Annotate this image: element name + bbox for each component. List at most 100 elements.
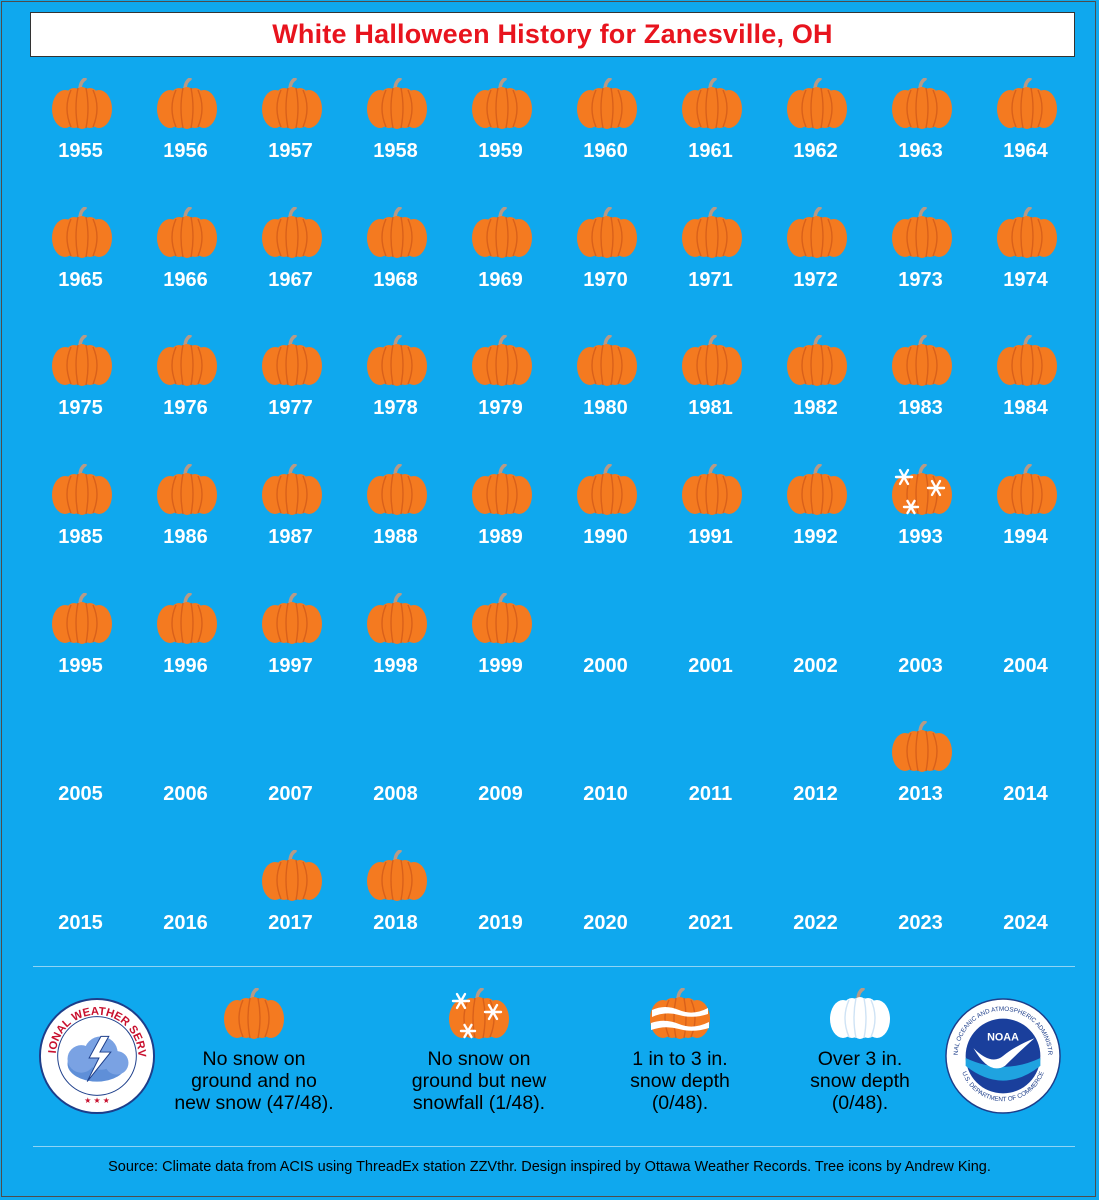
pumpkin-icon (787, 335, 847, 387)
legend-line: No snow on (202, 1048, 306, 1070)
year-label: 2012 (793, 783, 838, 806)
year-label: 1964 (1003, 140, 1048, 162)
pumpkin-icon (157, 206, 217, 258)
pumpkin-icon (682, 335, 742, 387)
year-cell-1999: 1999 (448, 592, 553, 722)
year-label: 2007 (268, 783, 313, 806)
year-cell-1970: 1970 (553, 206, 658, 336)
white-pumpkin-icon (830, 988, 890, 1039)
year-label: 1989 (478, 526, 523, 549)
year-cell-1977: 1977 (238, 335, 343, 464)
year-label: 1962 (793, 140, 838, 162)
year-cell-2015: 2015 (28, 850, 133, 979)
year-label: 2019 (478, 912, 523, 935)
year-label: 2021 (688, 912, 733, 935)
pumpkin-icon (577, 78, 637, 129)
year-cell-1996: 1996 (133, 592, 238, 722)
legend-label-depth-1-3: 1 in to 3 in. snow depth (0/48). (580, 1048, 780, 1114)
year-cell-1982: 1982 (763, 335, 868, 464)
year-label: 1960 (583, 140, 628, 162)
pumpkin-icon (682, 464, 742, 516)
year-label: 1984 (1003, 397, 1048, 420)
pumpkin-icon (367, 850, 427, 902)
year-label: 1993 (898, 526, 943, 549)
year-cell-1988: 1988 (343, 464, 448, 593)
pumpkin-icon (472, 464, 532, 516)
year-label: 1996 (163, 654, 208, 677)
year-cell-2007: 2007 (238, 721, 343, 850)
year-cell-2020: 2020 (553, 850, 658, 979)
year-cell-1960: 1960 (553, 78, 658, 207)
pumpkin-icon (577, 206, 637, 258)
pumpkin-icon (787, 464, 847, 516)
year-cell-1995: 1995 (28, 592, 133, 722)
year-cell-1968: 1968 (343, 206, 448, 336)
year-cell-1976: 1976 (133, 335, 238, 464)
pumpkin-icon (157, 335, 217, 387)
year-label: 1978 (373, 397, 418, 420)
year-cell-1959: 1959 (448, 78, 553, 207)
title-box: White Halloween History for Zanesville, … (30, 12, 1075, 57)
legend-item-depth-over-3: Over 3 in. snow depth (0/48). (760, 975, 960, 1114)
pumpkin-icon (154, 988, 354, 1040)
year-label: 2018 (373, 912, 418, 935)
year-cell-1964: 1964 (973, 78, 1078, 207)
pumpkin-icon (997, 78, 1057, 129)
year-cell-2006: 2006 (133, 721, 238, 850)
pumpkin-icon (52, 464, 112, 516)
year-cell-2011: 2011 (658, 721, 763, 850)
year-label: 1961 (688, 140, 733, 162)
year-cell-1991: 1991 (658, 464, 763, 593)
year-grid: 1955 1956 1957 1958 1959 1960 1961 1962 1963 1964… (28, 78, 1078, 958)
year-label: 1983 (898, 397, 943, 420)
year-cell-2018: 2018 (343, 850, 448, 979)
year-label: 1992 (793, 526, 838, 549)
year-cell-2021: 2021 (658, 850, 763, 979)
year-cell-1978: 1978 (343, 335, 448, 464)
year-cell-1989: 1989 (448, 464, 553, 593)
snowy-pumpkin-icon (379, 988, 579, 1040)
pumpkin-icon (367, 592, 427, 644)
pumpkin-icon (157, 464, 217, 516)
year-cell-2019: 2019 (448, 850, 553, 979)
year-label: 2011 (688, 783, 733, 806)
year-cell-1990: 1990 (553, 464, 658, 593)
year-label: 2014 (1003, 783, 1048, 806)
year-cell-1967: 1967 (238, 206, 343, 336)
pumpkin-icon (157, 78, 217, 129)
year-label: 1973 (898, 268, 943, 291)
noaa-logo: NATIONAL OCEANIC AND ATMOSPHERIC ADMINIS… (944, 997, 1061, 1114)
year-label: 2013 (898, 783, 943, 806)
year-cell-2010: 2010 (553, 721, 658, 850)
year-label: 2005 (58, 783, 103, 806)
year-label: 2009 (478, 783, 523, 806)
pumpkin-icon (367, 335, 427, 387)
year-label: 1966 (163, 268, 208, 291)
year-cell-2004: 2004 (973, 593, 1078, 722)
noaa-badge-text: NOAA (987, 1031, 1019, 1043)
legend-line: snow depth (810, 1070, 910, 1092)
year-label: 1974 (1003, 268, 1048, 291)
year-label: 2024 (1003, 912, 1048, 935)
legend-label-depth-over-3: Over 3 in. snow depth (0/48). (760, 1048, 960, 1114)
year-label: 2003 (898, 654, 943, 677)
year-label: 1967 (268, 268, 313, 291)
year-label: 1999 (478, 654, 523, 677)
year-label: 1972 (793, 268, 838, 291)
year-cell-2001: 2001 (658, 593, 763, 722)
legend-line: 1 in to 3 in. (632, 1048, 728, 1070)
legend-line: Over 3 in. (817, 1048, 903, 1070)
year-label: 1968 (373, 268, 418, 291)
pumpkin-icon (892, 78, 952, 129)
year-cell-1961: 1961 (658, 78, 763, 207)
year-label: 1997 (268, 654, 313, 677)
legend-label-no-snow: No snow on ground and no new snow (47/48… (154, 1048, 354, 1114)
year-label: 2000 (583, 654, 628, 677)
legend-line: ground and no (191, 1070, 317, 1092)
striped-pumpkin-icon (580, 988, 780, 1040)
pumpkin-icon (472, 592, 532, 644)
pumpkin-icon (577, 335, 637, 387)
year-label: 2001 (688, 654, 733, 677)
pumpkin-icon (52, 592, 112, 644)
